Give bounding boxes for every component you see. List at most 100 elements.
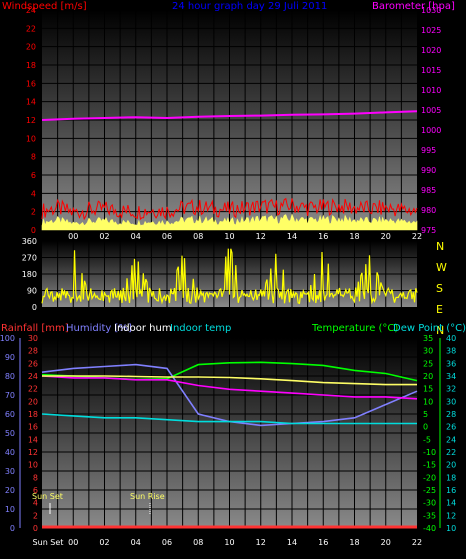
compass-label: E <box>436 303 443 316</box>
barometer-tick-label: 1020 <box>421 46 441 55</box>
barometer-tick-label: 1000 <box>421 126 441 135</box>
windspeed-tick-label: 8 <box>31 153 36 162</box>
humidity-tick-label: 60 <box>5 410 15 419</box>
rainfall-tick-label: 14 <box>28 435 38 444</box>
temperature-tick-label: 20 <box>423 372 433 381</box>
temperature-tick-label: 10 <box>423 397 433 406</box>
temperature-tick-label: -10 <box>423 448 436 457</box>
rainfall-axis-label: Rainfall [mm] <box>1 323 69 334</box>
windspeed-tick-label: 20 <box>26 43 36 52</box>
temperature-axis-label: Temperature (°C) <box>311 323 398 334</box>
humidity-tick-label: 30 <box>5 467 15 476</box>
windspeed-tick-label: 14 <box>26 98 36 107</box>
barometer-axis-label: Barometer [hpa] <box>372 1 455 12</box>
indoor-hum-series <box>41 375 418 400</box>
barometer-tick-label: 1005 <box>421 106 441 115</box>
barometer-tick-label: 1010 <box>421 86 441 95</box>
windspeed-tick-label: 2 <box>31 208 36 217</box>
dew-point-tick-label: 10 <box>446 524 456 533</box>
temperature-tick-label: -15 <box>423 461 436 470</box>
dew-point-tick-label: 30 <box>446 397 456 406</box>
windspeed-tick-label: 12 <box>26 116 36 125</box>
direction-tick-label: 0 <box>32 303 37 312</box>
temperature-tick-label: 5 <box>423 410 428 419</box>
dew-point-tick-label: 40 <box>446 334 456 343</box>
humidity-tick-label: 90 <box>5 353 15 362</box>
indoor-hum-label: Indoor hum <box>114 323 172 334</box>
rainfall-tick-label: 0 <box>33 524 38 533</box>
hour-tick-label: 22 <box>412 232 422 241</box>
temperature-tick-label: -20 <box>423 473 436 482</box>
compass-label: W <box>436 261 447 274</box>
compass-label: N <box>436 324 444 337</box>
rainfall-tick-label: 10 <box>28 461 38 470</box>
hour-tick-label: 14 <box>287 538 297 547</box>
rainfall-tick-label: 28 <box>28 347 38 356</box>
barometer-tick-label: 995 <box>421 146 436 155</box>
hour-tick-label: 12 <box>256 232 266 241</box>
compass-label: N <box>436 240 444 253</box>
dew-point-tick-label: 12 <box>446 511 456 520</box>
hour-tick-label: 20 <box>381 538 391 547</box>
dew-point-tick-label: 38 <box>446 347 456 356</box>
dew-point-tick-label: 26 <box>446 423 456 432</box>
hour-tick-label: 18 <box>349 538 359 547</box>
hour-tick-label: 20 <box>381 232 391 241</box>
dew-point-axis-label: Dew Point (°C) <box>393 323 466 334</box>
direction-series <box>41 248 418 305</box>
rainfall-tick-label: 4 <box>33 499 38 508</box>
barometer-tick-label: 1030 <box>421 6 441 15</box>
graph-title: 24 hour graph day 29 Juli 2011 <box>172 1 327 12</box>
hour-tick-label: 04 <box>131 232 141 241</box>
temperature-tick-label: 30 <box>423 347 433 356</box>
barometer-tick-label: 1015 <box>421 66 441 75</box>
direction-tick-label: 90 <box>27 287 37 296</box>
temperature-tick-label: 25 <box>423 359 433 368</box>
hour-tick-label: 06 <box>162 232 172 241</box>
hour-tick-label: 04 <box>131 538 141 547</box>
temperature-tick-label: -5 <box>423 435 431 444</box>
hour-tick-label: 00 <box>68 538 78 547</box>
direction-tick-label: 360 <box>22 237 37 246</box>
dew-point-tick-label: 32 <box>446 385 456 394</box>
barometer-tick-label: 990 <box>421 166 436 175</box>
rainfall-tick-label: 20 <box>28 397 38 406</box>
gust-series <box>41 213 418 231</box>
rainfall-tick-label: 16 <box>28 423 38 432</box>
windspeed-tick-label: 6 <box>31 171 36 180</box>
dew-point-tick-label: 18 <box>446 473 456 482</box>
windspeed-axis-label: Windspeed [m/s] <box>2 1 87 12</box>
temperature-tick-label: -25 <box>423 486 436 495</box>
dew-point-series <box>42 375 417 386</box>
dew-point-tick-label: 14 <box>446 499 456 508</box>
hour-tick-label: 10 <box>224 538 234 547</box>
rainfall-tick-label: 22 <box>28 385 38 394</box>
temperature-tick-label: -35 <box>423 511 436 520</box>
hour-tick-label: 10 <box>224 232 234 241</box>
dew-point-tick-label: 22 <box>446 448 456 457</box>
indoor-temp-label: Indoor temp <box>170 323 231 334</box>
humidity-tick-label: 20 <box>5 486 15 495</box>
hour-tick-label: 02 <box>99 232 109 241</box>
barometer-tick-label: 1025 <box>421 26 441 35</box>
hour-tick-label: 18 <box>349 232 359 241</box>
temperature-tick-label: -40 <box>423 524 436 533</box>
hour-tick-label: 08 <box>193 538 203 547</box>
dew-point-tick-label: 16 <box>446 486 456 495</box>
direction-tick-label: 180 <box>22 270 37 279</box>
dew-point-tick-label: 34 <box>446 372 456 381</box>
humidity-tick-label: 70 <box>5 391 15 400</box>
dew-point-tick-label: 28 <box>446 410 456 419</box>
windspeed-tick-label: 24 <box>26 6 36 15</box>
windspeed-tick-label: 10 <box>26 134 36 143</box>
windspeed-tick-label: 18 <box>26 61 36 70</box>
indoor-temp-series <box>41 413 417 425</box>
sun-set-hour-label: Sun Set <box>33 538 64 547</box>
humidity-tick-label: 80 <box>5 372 15 381</box>
dew-point-tick-label: 36 <box>446 359 456 368</box>
hour-tick-label: 12 <box>256 538 266 547</box>
humidity-tick-label: 50 <box>5 429 15 438</box>
humidity-axis-label: Humidity [%] <box>66 323 132 334</box>
temperature-tick-label: 0 <box>423 423 428 432</box>
